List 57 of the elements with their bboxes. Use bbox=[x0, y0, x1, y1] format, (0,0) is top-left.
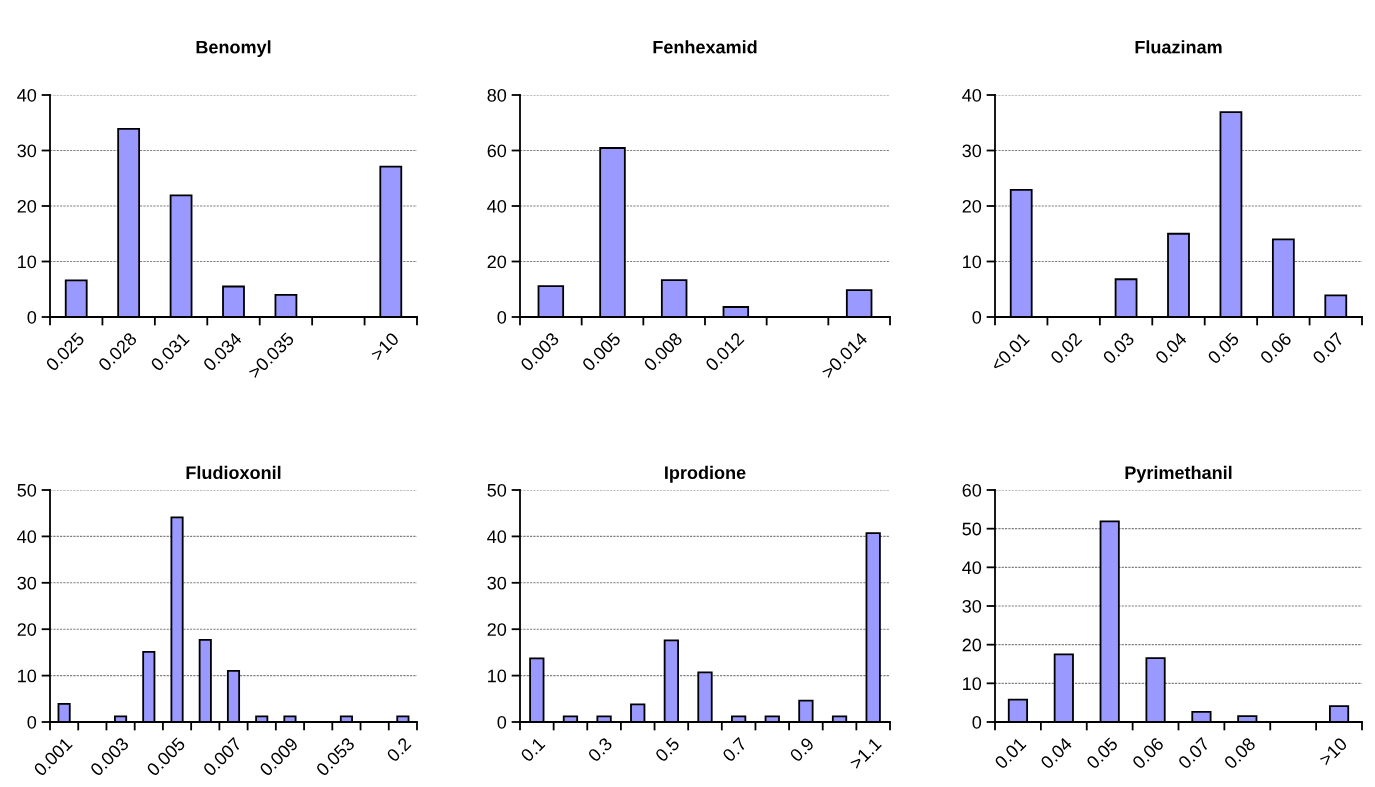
y-tick-label: 60 bbox=[962, 483, 982, 497]
x-tick-label: 0.9 bbox=[789, 736, 815, 763]
x-tick-label: >10 bbox=[370, 331, 400, 362]
y-tick-label: 40 bbox=[962, 88, 982, 102]
y-tick-label: 0 bbox=[972, 310, 982, 324]
chart-title: Pyrimethanil bbox=[1125, 465, 1232, 483]
y-tick-label: 50 bbox=[962, 522, 982, 536]
x-tick-label: 0.08 bbox=[1223, 736, 1257, 770]
x-tick-label: 0.01 bbox=[993, 736, 1027, 770]
y-tick-label: 50 bbox=[17, 483, 37, 497]
x-tick-label: 0.5 bbox=[654, 736, 681, 763]
y-tick-label: 40 bbox=[17, 530, 37, 544]
y-tick-label: 40 bbox=[962, 561, 982, 575]
y-tick-label: 30 bbox=[962, 144, 982, 158]
y-tick-label: 10 bbox=[18, 669, 37, 683]
y-tick-label: 20 bbox=[487, 255, 507, 269]
y-tick-label: 20 bbox=[17, 623, 37, 636]
chart-title: Fludioxonil bbox=[186, 465, 281, 480]
y-tick-label: 20 bbox=[962, 638, 982, 652]
x-tick-label: 0.03 bbox=[1102, 331, 1135, 365]
y-tick-label: 50 bbox=[487, 483, 507, 497]
y-tick-label: 20 bbox=[962, 199, 982, 213]
x-tick-label: 0.06 bbox=[1259, 331, 1293, 365]
y-tick-label: 10 bbox=[18, 255, 37, 269]
y-tick-label: 10 bbox=[963, 677, 982, 691]
y-tick-label: 0 bbox=[27, 715, 37, 729]
chart-title: Iprodione bbox=[665, 465, 746, 483]
x-tick-label: 0.3 bbox=[587, 736, 613, 763]
y-tick-label: 40 bbox=[17, 88, 37, 102]
x-tick-label: 0.02 bbox=[1049, 331, 1083, 365]
y-tick-label: 80 bbox=[487, 88, 507, 102]
x-tick-label: >10 bbox=[1318, 736, 1348, 767]
x-tick-label: 0.1 bbox=[519, 736, 546, 763]
x-tick-label: 0.06 bbox=[1131, 736, 1165, 770]
y-tick-label: 40 bbox=[487, 199, 507, 213]
y-tick-label: 0 bbox=[497, 310, 507, 324]
y-tick-label: 10 bbox=[488, 669, 507, 683]
y-tick-label: 10 bbox=[963, 255, 982, 269]
x-tick-label: 0.2 bbox=[385, 736, 412, 763]
y-tick-label: 40 bbox=[487, 530, 507, 544]
y-tick-label: 20 bbox=[17, 199, 37, 213]
y-tick-label: 30 bbox=[17, 144, 37, 158]
y-tick-label: 60 bbox=[487, 144, 507, 158]
y-tick-label: 30 bbox=[487, 576, 507, 590]
y-tick-label: 30 bbox=[17, 576, 37, 590]
chart-title: Fenhexamid bbox=[653, 40, 757, 54]
x-tick-label: 0.7 bbox=[721, 736, 748, 763]
chart-title: Fluazinam bbox=[1135, 40, 1222, 54]
y-tick-label: 20 bbox=[487, 623, 507, 636]
y-tick-label: 30 bbox=[962, 599, 982, 613]
x-tick-label: 0.04 bbox=[1154, 331, 1188, 365]
chart-title: Benomyl bbox=[196, 40, 271, 58]
x-tick-label: 0.04 bbox=[1039, 736, 1073, 770]
y-tick-label: 0 bbox=[27, 310, 37, 324]
x-tick-label: >1.1 bbox=[849, 736, 882, 770]
y-tick-label: 0 bbox=[972, 715, 982, 729]
y-tick-label: 0 bbox=[497, 715, 507, 729]
